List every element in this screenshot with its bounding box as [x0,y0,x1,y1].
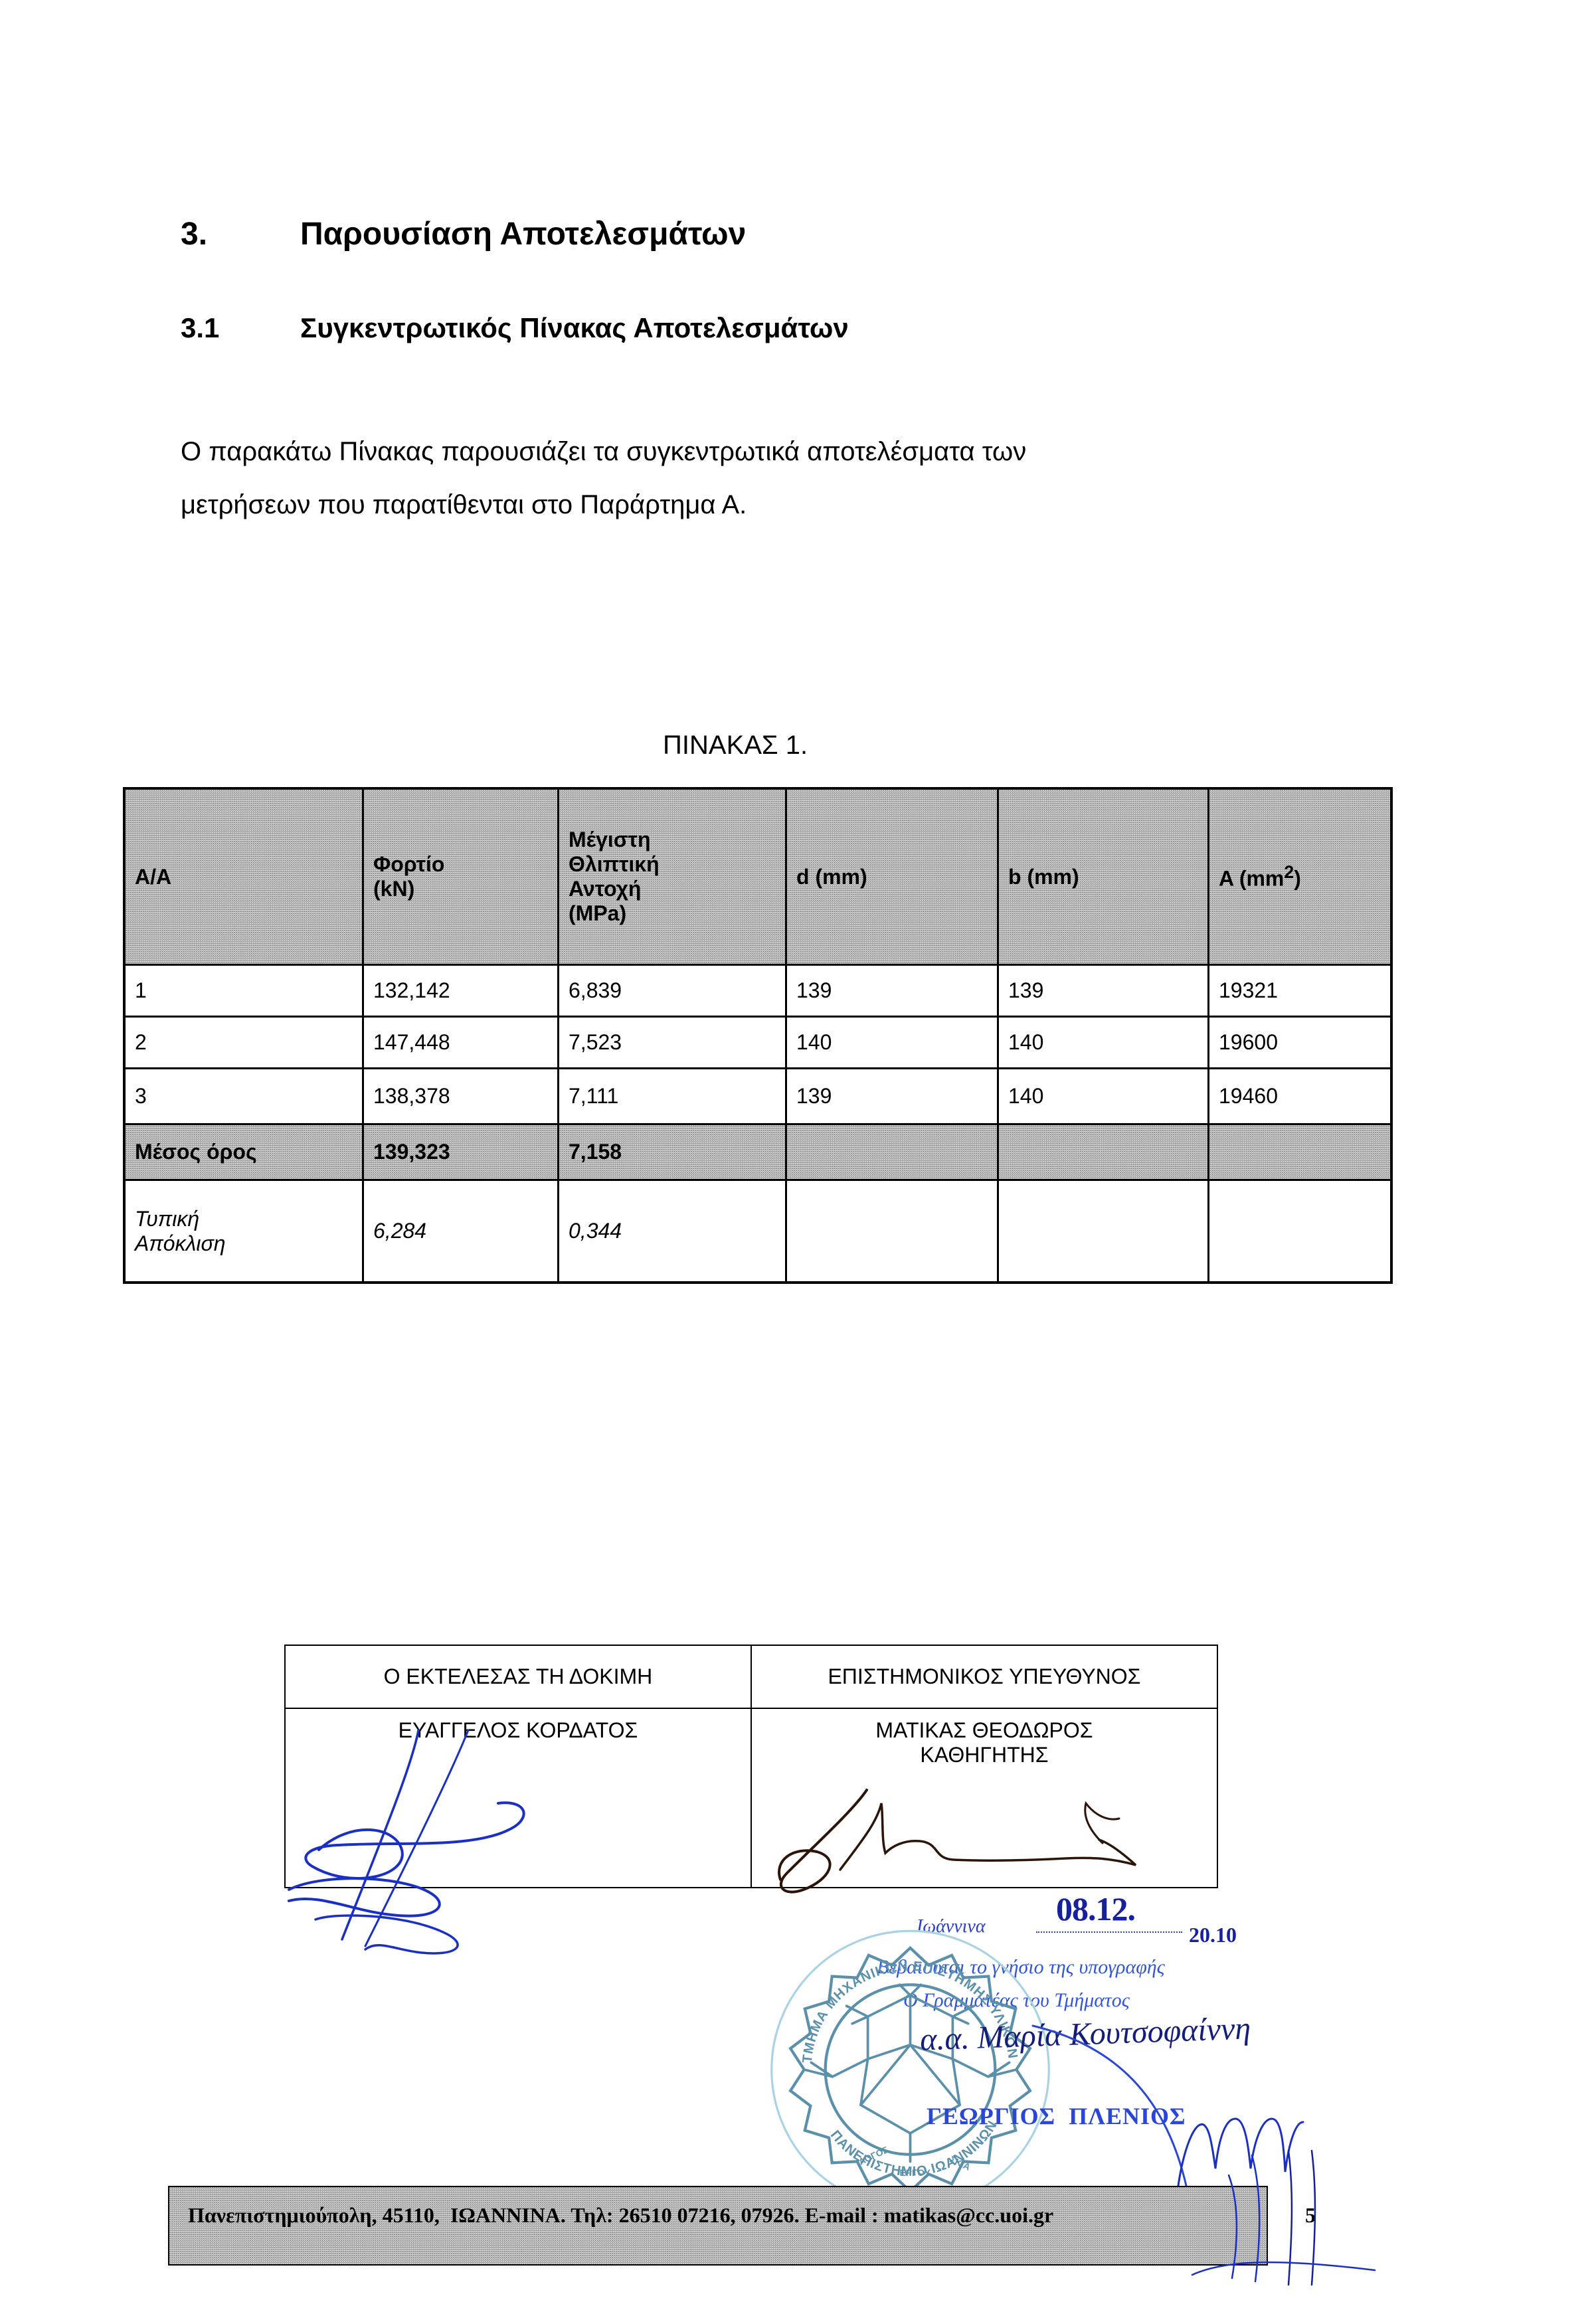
svg-text:ΕΡΓΟΥ: ΕΡΓΟΥ [900,2167,931,2178]
